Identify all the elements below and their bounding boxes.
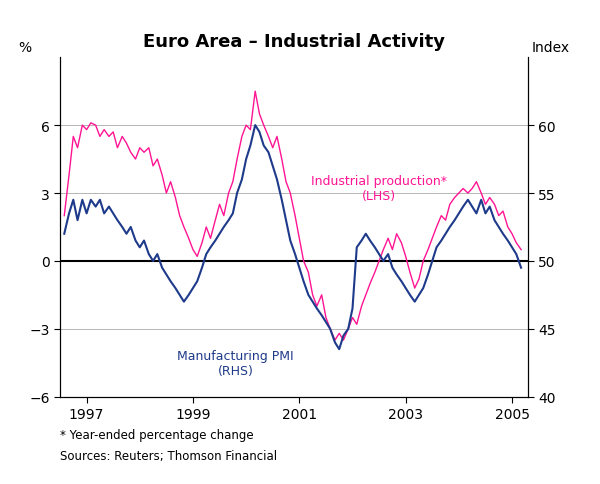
Text: Industrial production*
(LHS): Industrial production* (LHS)	[311, 175, 447, 203]
Text: Index: Index	[532, 41, 570, 55]
Title: Euro Area – Industrial Activity: Euro Area – Industrial Activity	[143, 33, 445, 51]
Text: Sources: Reuters; Thomson Financial: Sources: Reuters; Thomson Financial	[60, 449, 277, 462]
Text: %: %	[18, 41, 31, 55]
Text: * Year-ended percentage change: * Year-ended percentage change	[60, 428, 254, 441]
Text: Manufacturing PMI
(RHS): Manufacturing PMI (RHS)	[177, 349, 294, 377]
